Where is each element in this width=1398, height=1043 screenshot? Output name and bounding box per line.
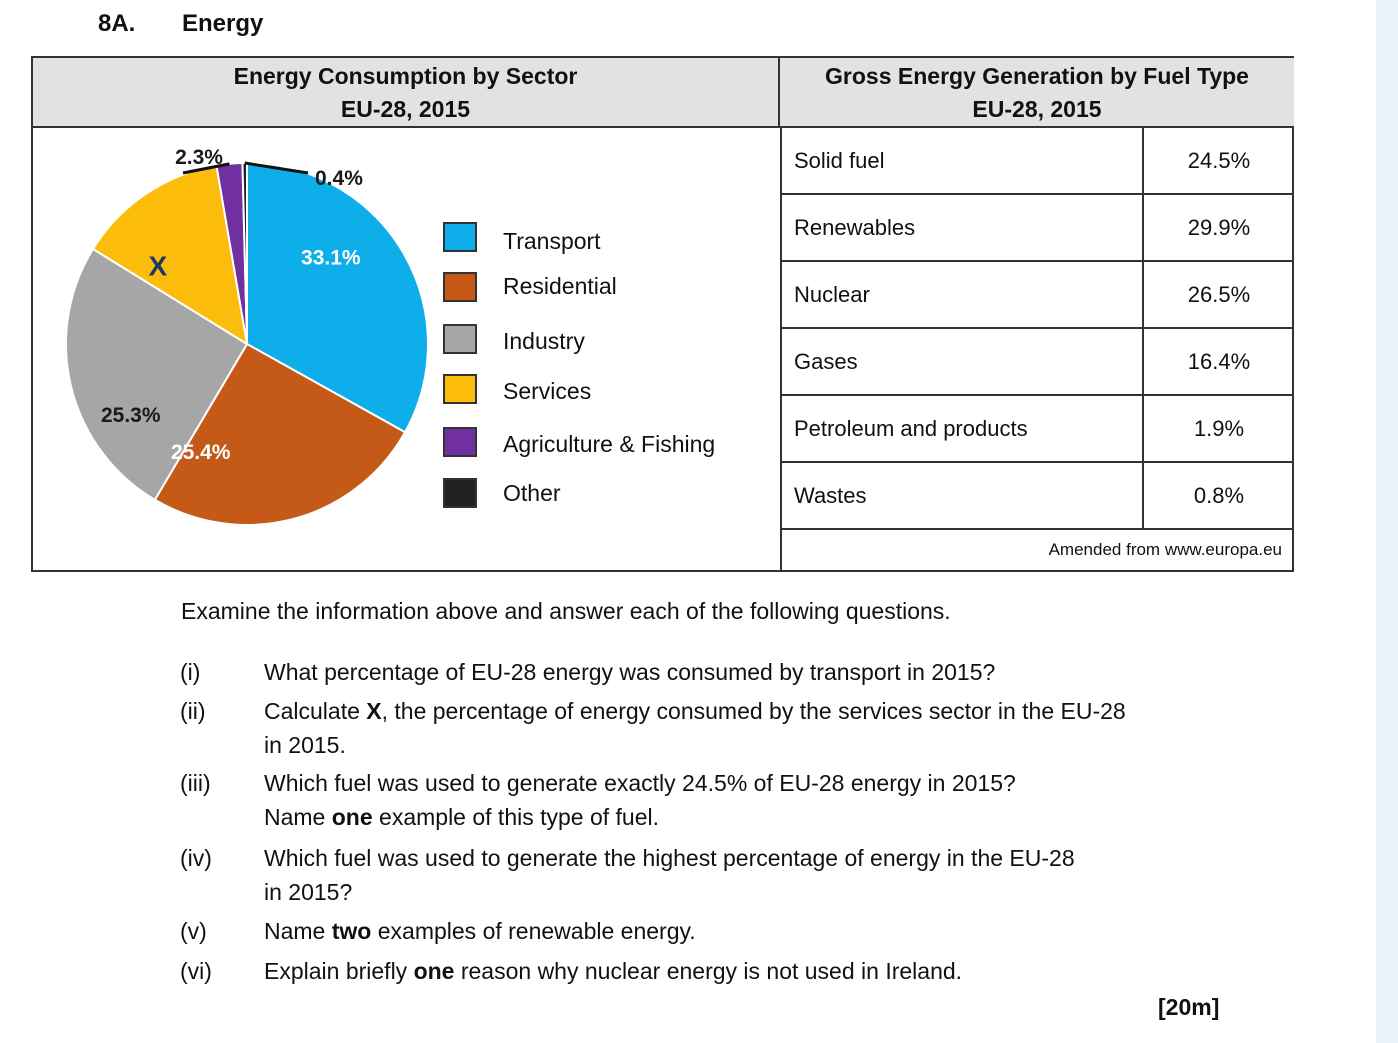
pie-label-industry: 25.3% <box>101 404 161 427</box>
question-part-text: Explain briefly one reason why nuclear e… <box>264 958 963 984</box>
pie-slice-industry <box>65 247 249 502</box>
fuel-name-cell: Petroleum and products <box>782 396 1144 461</box>
pie-panel-header: Energy Consumption by Sector EU-28, 2015 <box>33 58 780 128</box>
question-title: Energy <box>182 10 264 37</box>
instructions-text: Examine the information above and answer… <box>181 598 951 624</box>
question-part-number: (i) <box>180 659 201 685</box>
legend-label: Industry <box>503 328 585 354</box>
question-part-number: (iv) <box>180 845 212 871</box>
legend-label: Other <box>503 480 561 506</box>
fuel-name-cell: Renewables <box>782 195 1144 260</box>
pie-title-line1: Energy Consumption by Sector <box>233 63 578 89</box>
fuel-name-cell: Nuclear <box>782 262 1144 327</box>
table-row: Petroleum and products 1.9% <box>782 396 1294 463</box>
question-part-number: (iii) <box>180 770 211 796</box>
fuel-value-cell: 16.4% <box>1187 348 1251 374</box>
fuel-value-cell: 1.9% <box>1193 415 1245 441</box>
question-part-number: (vi) <box>180 958 212 984</box>
question-part-text: Which fuel was used to generate the high… <box>264 845 1075 905</box>
fuel-value-cell: 0.8% <box>1193 482 1245 508</box>
pie-label-x: X <box>149 251 168 282</box>
marks-total: [20m] <box>1158 994 1220 1020</box>
question-part-text: What percentage of EU-28 energy was cons… <box>264 659 996 685</box>
panel-divider <box>780 128 782 572</box>
leader-line-other <box>244 161 309 175</box>
table-title-line1: Gross Energy Generation by Fuel Type <box>825 63 1249 89</box>
question-part-number: (v) <box>180 918 207 944</box>
fuel-value-cell: 29.9% <box>1187 214 1251 240</box>
legend-swatch <box>443 324 477 354</box>
question-part-number: (ii) <box>180 698 206 724</box>
fuel-value-cell: 24.5% <box>1187 147 1251 173</box>
legend-swatch <box>443 374 477 404</box>
fuel-name-cell: Wastes <box>782 463 1144 528</box>
pie-slice-residential <box>153 342 407 526</box>
pie-title-line2: EU-28, 2015 <box>340 96 471 122</box>
table-row: Wastes 0.8% <box>782 463 1294 530</box>
pie-label-other: 0.4% <box>315 167 363 190</box>
table-row: Gases 16.4% <box>782 329 1294 396</box>
table-row: Nuclear 26.5% <box>782 262 1294 329</box>
question-part-text: Which fuel was used to generate exactly … <box>264 770 1016 830</box>
legend-label: Services <box>503 378 592 404</box>
question-part-text: Name two examples of renewable energy. <box>264 918 696 944</box>
legend-swatch <box>443 222 477 252</box>
pie-label-residential: 25.4% <box>171 441 231 464</box>
data-frame: Energy Consumption by Sector EU-28, 2015… <box>31 56 1294 572</box>
table-title-line2: EU-28, 2015 <box>972 96 1102 122</box>
legend-label: Transport <box>503 228 601 254</box>
table-header: Gross Energy Generation by Fuel Type EU-… <box>780 58 1294 128</box>
table-source: Amended from www.europa.eu <box>1048 540 1282 559</box>
pie-label-agriculture: 2.3% <box>175 146 223 169</box>
fuel-name-cell: Solid fuel <box>782 128 1144 193</box>
pie-label-transport: 33.1% <box>301 247 361 270</box>
pie-chart: 33.1% 25.4% 25.3% X 2.3% 0.4% <box>65 146 429 526</box>
legend-swatch <box>443 478 477 508</box>
question-part-text: Calculate X, the percentage of energy co… <box>264 698 1126 758</box>
page-edge-strip <box>1376 0 1398 1043</box>
leader-line-agriculture <box>182 162 230 175</box>
legend-swatch <box>443 427 477 457</box>
fuel-name-cell: Gases <box>782 329 1144 394</box>
fuel-value-cell: 26.5% <box>1187 281 1251 307</box>
legend-swatch <box>443 272 477 302</box>
legend-label: Residential <box>503 273 617 299</box>
table-row: Solid fuel 24.5% <box>782 128 1294 195</box>
question-number: 8A. <box>98 10 136 37</box>
legend-label: Agriculture & Fishing <box>503 431 716 457</box>
table-row: Renewables 29.9% <box>782 195 1294 262</box>
